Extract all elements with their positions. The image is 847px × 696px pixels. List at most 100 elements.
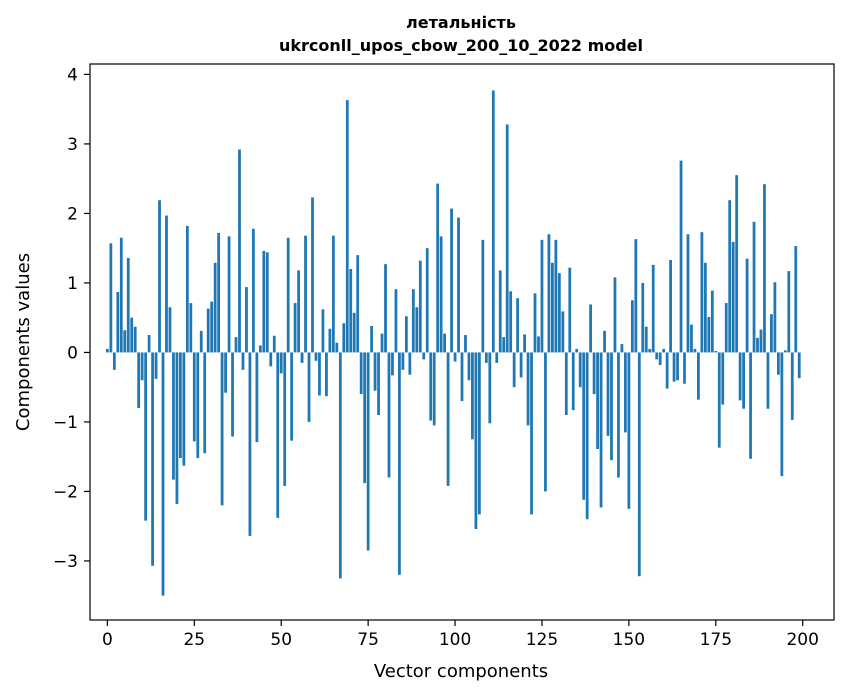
bar-61: [318, 352, 321, 396]
bar-99: [450, 208, 453, 353]
y-tick-label: 2: [67, 204, 78, 224]
bar-49: [276, 352, 280, 518]
bar-40: [245, 287, 248, 353]
bar-2: [112, 352, 116, 370]
bar-101: [457, 217, 460, 353]
bar-131: [561, 311, 565, 353]
bar-4: [119, 237, 123, 353]
bar-182: [738, 352, 742, 401]
bar-141: [596, 352, 599, 450]
bar-84: [398, 352, 401, 575]
bar-164: [676, 352, 679, 381]
bar-145: [610, 352, 613, 461]
bar-52: [286, 237, 290, 353]
bar-70: [349, 269, 353, 353]
y-tick-label: 4: [67, 65, 78, 85]
y-tick-label: −1: [53, 413, 78, 433]
bar-154: [641, 282, 645, 353]
bar-128: [551, 262, 554, 353]
bar-22: [182, 352, 186, 466]
bar-9: [137, 352, 141, 409]
bar-55: [297, 270, 300, 353]
y-tick-label: 1: [67, 274, 78, 294]
bar-151: [630, 300, 634, 353]
chart-title-line2: ukrconll_upos_cbow_200_10_2022 model: [279, 36, 643, 55]
bar-47: [269, 352, 273, 367]
bar-189: [763, 184, 766, 353]
bar-118: [516, 298, 520, 353]
bar-72: [356, 255, 360, 353]
bar-64: [328, 328, 332, 353]
bar-73: [359, 352, 363, 395]
bar-155: [644, 326, 648, 353]
bar-95: [436, 183, 440, 353]
bar-195: [783, 350, 787, 353]
bar-144: [606, 352, 610, 436]
bar-103: [464, 335, 467, 353]
bar-160: [662, 348, 666, 353]
bar-102: [460, 352, 464, 402]
bar-176: [717, 352, 721, 448]
x-axis-ticks: 0 25 50 75 100 125 150 175 200: [102, 620, 819, 650]
bar-129: [554, 239, 558, 353]
bars-group: [105, 90, 801, 596]
bar-120: [523, 334, 526, 353]
bar-90: [418, 260, 422, 353]
bar-71: [352, 312, 356, 353]
bar-197: [790, 352, 794, 420]
bar-43: [255, 352, 259, 443]
bar-26: [196, 352, 200, 459]
bar-135: [575, 348, 579, 353]
bar-15: [158, 200, 161, 353]
bar-112: [495, 352, 499, 363]
bar-169: [693, 348, 697, 353]
bar-21: [179, 352, 182, 459]
bar-163: [672, 352, 676, 382]
bar-180: [731, 241, 735, 353]
bar-20: [175, 352, 179, 504]
bar-75: [366, 352, 370, 551]
bar-121: [526, 352, 530, 426]
bar-42: [252, 228, 255, 353]
bar-80: [384, 264, 387, 353]
bar-34: [224, 352, 227, 393]
bar-68: [342, 323, 346, 353]
x-tick-label: 25: [183, 630, 205, 650]
bar-59: [311, 197, 314, 353]
bar-63: [325, 352, 328, 397]
bar-76: [370, 326, 373, 353]
bar-181: [735, 175, 739, 353]
bar-98: [446, 352, 450, 486]
bar-130: [557, 273, 561, 353]
bar-183: [742, 352, 745, 409]
bar-199: [797, 352, 801, 379]
chart-title-line1: летальність: [406, 13, 516, 32]
x-axis-label: Vector components: [374, 661, 548, 682]
bar-114: [502, 337, 506, 353]
y-tick-label: −3: [53, 552, 78, 572]
bar-53: [290, 352, 294, 441]
bar-123: [533, 293, 537, 353]
x-tick-label: 100: [439, 630, 471, 650]
bar-148: [620, 344, 624, 353]
bar-172: [703, 262, 707, 353]
y-tick-label: 0: [67, 343, 78, 363]
bar-92: [425, 248, 429, 353]
bar-161: [665, 352, 669, 389]
bar-178: [724, 303, 728, 353]
bar-106: [474, 352, 478, 529]
bar-193: [776, 352, 780, 375]
bar-16: [161, 352, 165, 596]
bar-30: [210, 301, 214, 353]
bar-27: [199, 330, 203, 353]
bar-158: [655, 352, 659, 360]
bar-94: [432, 352, 436, 426]
bar-175: [714, 351, 718, 353]
bar-25: [192, 352, 196, 442]
bar-6: [126, 257, 130, 353]
bar-51: [283, 352, 287, 486]
bar-185: [749, 352, 752, 459]
x-tick-label: 150: [613, 630, 645, 650]
bar-156: [648, 348, 652, 353]
bar-67: [338, 352, 342, 579]
